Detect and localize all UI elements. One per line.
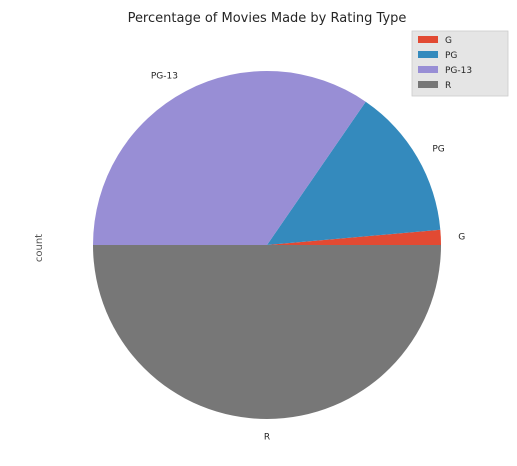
legend-swatch-pg [418,51,438,58]
legend-swatch-r [418,81,438,88]
slice-label-g: G [458,233,465,243]
pie-slice-r [93,245,441,419]
pie-slice-g [267,229,441,245]
slice-label-pg: PG [432,145,444,155]
legend: G PG PG-13 R [411,30,509,97]
legend-label-pg: PG [445,51,457,61]
chart-title: Percentage of Movies Made by Rating Type [128,11,407,26]
y-axis-label: count [34,234,45,262]
slice-label-pg-13: PG-13 [151,72,178,82]
pie-slices [92,70,441,419]
legend-label-pg-13: PG-13 [445,66,472,76]
legend-label-g: G [445,36,452,46]
slice-label-r: R [264,432,270,442]
pie-slice-pg-13 [92,70,366,245]
legend-swatch-pg-13 [418,66,438,73]
legend-label-r: R [445,81,451,91]
legend-swatch-g [418,36,438,43]
legend-entries: G PG PG-13 R [418,36,472,91]
slice-labels: G PG PG-13 R [151,72,465,443]
pie-slice-pg [267,101,441,246]
